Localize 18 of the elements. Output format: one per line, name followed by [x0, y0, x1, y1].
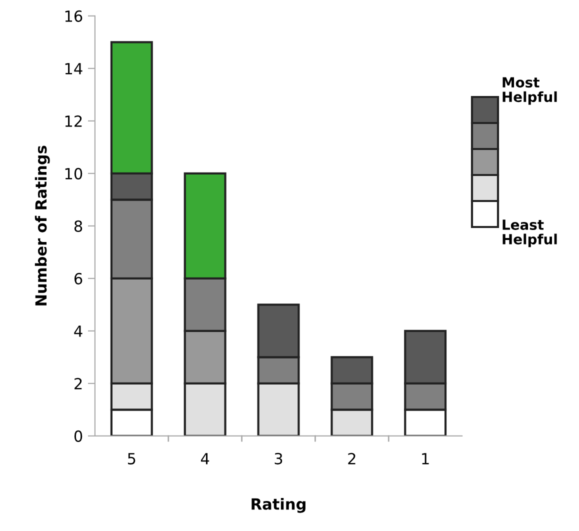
y-tick-label: 12 [65, 115, 82, 127]
x-tick-label: 1 [422, 453, 429, 464]
x-axis-title: Rating [252, 498, 306, 513]
y-tick-label: 2 [74, 378, 82, 390]
y-tick-label: 0 [74, 430, 82, 442]
y-tick-label: 14 [65, 63, 82, 74]
text: Most Helpful [502, 77, 557, 105]
x-tick-label: 2 [348, 452, 356, 464]
y-tick-label: 16 [65, 10, 82, 22]
x-tick-label: 3 [274, 452, 282, 464]
y-tick-label: 6 [74, 272, 82, 284]
y-axis-title: Number of Ratings [34, 146, 50, 306]
y-tick-label: 4 [74, 326, 82, 337]
x-tick-label: 4 [200, 453, 210, 464]
y-tick-label: 10 [65, 168, 82, 180]
y-tick-label: 8 [74, 220, 82, 232]
text: Least Helpful [502, 220, 557, 248]
x-tick-label: 5 [128, 453, 136, 464]
